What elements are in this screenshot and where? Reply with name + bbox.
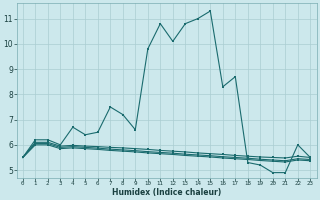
X-axis label: Humidex (Indice chaleur): Humidex (Indice chaleur) [112, 188, 221, 197]
